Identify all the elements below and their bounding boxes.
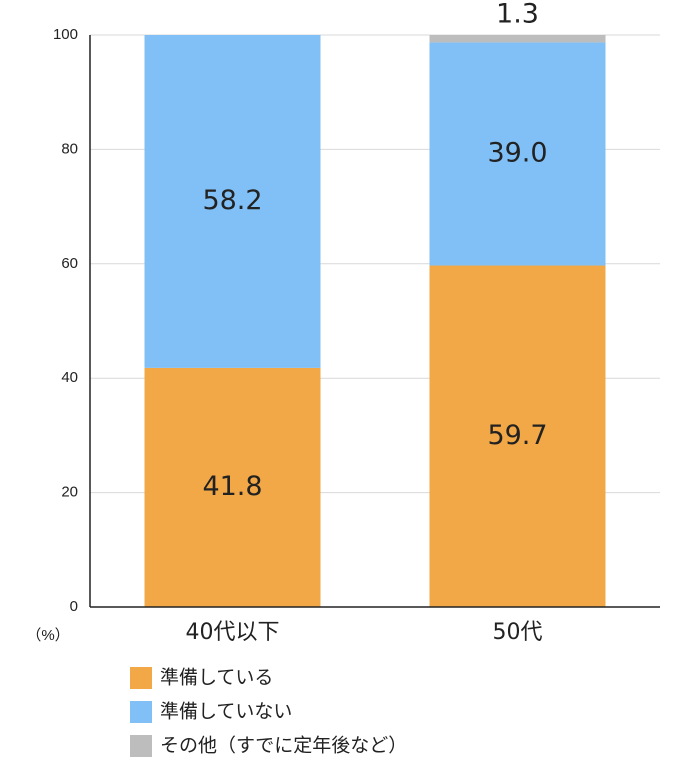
legend-label: 準備している xyxy=(160,667,273,689)
y-tick-label: 0 xyxy=(70,598,78,615)
legend-label: 準備していない xyxy=(160,701,292,723)
y-tick-label: 100 xyxy=(53,26,78,43)
bar-segment xyxy=(429,265,606,607)
value-label: 41.8 xyxy=(202,471,262,502)
y-tick-label: 20 xyxy=(61,484,78,501)
x-tick-label: 50代 xyxy=(493,620,543,645)
value-label: 39.0 xyxy=(487,137,547,168)
value-label: 1.3 xyxy=(496,0,539,30)
bar-segment xyxy=(429,35,606,43)
legend-swatch xyxy=(130,701,152,723)
value-label: 59.7 xyxy=(487,420,547,451)
legend-swatch xyxy=(130,735,152,757)
y-unit: （%） xyxy=(26,627,69,644)
legend-label: その他（すでに定年後など） xyxy=(160,735,407,757)
y-tick-label: 40 xyxy=(61,369,78,386)
legend-swatch xyxy=(130,667,152,689)
y-tick-label: 80 xyxy=(61,140,78,157)
bar-segment xyxy=(144,35,321,368)
bar-segment xyxy=(144,367,321,607)
y-tick-label: 60 xyxy=(61,255,78,272)
x-tick-label: 40代以下 xyxy=(186,620,280,645)
value-label: 58.2 xyxy=(202,185,262,216)
bar-segment xyxy=(429,42,606,266)
